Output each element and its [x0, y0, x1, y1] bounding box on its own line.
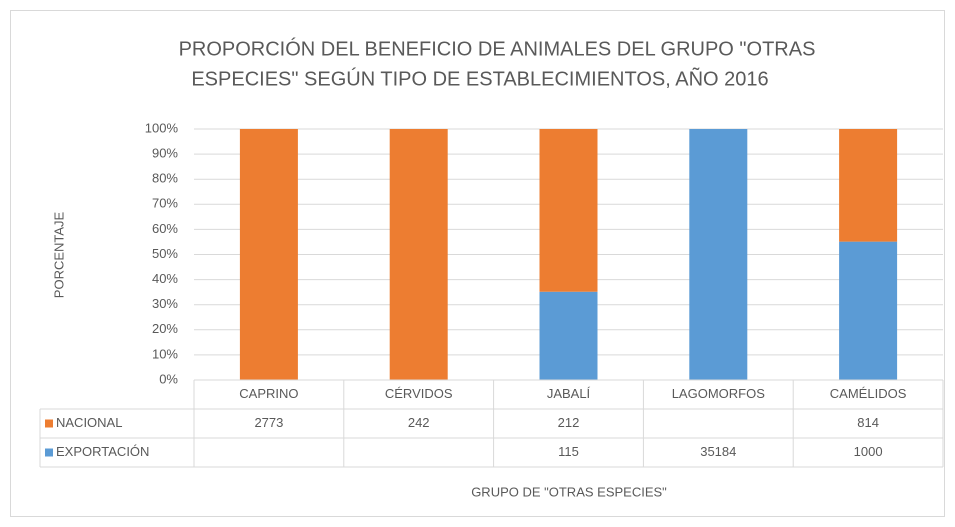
- y-tick-label: 20%: [152, 321, 178, 336]
- y-tick-label: 40%: [152, 271, 178, 286]
- table-value: 242: [408, 415, 430, 430]
- table-value: 212: [558, 415, 580, 430]
- y-tick-label: 100%: [145, 120, 179, 135]
- chart-title: PROPORCIÓN DEL BENEFICIO DE ANIMALES DEL…: [179, 37, 816, 60]
- y-tick-label: 50%: [152, 246, 178, 261]
- chart-title: ESPECIES" SEGÚN TIPO DE ESTABLECIMIENTOS…: [191, 66, 768, 90]
- table-value: 814: [857, 415, 879, 430]
- table-value: 115: [558, 444, 579, 459]
- bar: [839, 241, 898, 380]
- y-tick-label: 70%: [152, 196, 178, 211]
- x-tick-label: CAPRINO: [239, 386, 298, 401]
- table-value: 1000: [854, 444, 883, 459]
- x-tick-label: JABALÍ: [547, 386, 591, 401]
- bar: [689, 129, 748, 380]
- x-tick-label: CAMÉLIDOS: [830, 386, 907, 401]
- x-tick-label: LAGOMORFOS: [672, 386, 766, 401]
- x-tick-label: CÉRVIDOS: [385, 386, 453, 401]
- y-axis-title: PORCENTAJE: [51, 211, 66, 298]
- y-tick-label: 10%: [152, 346, 178, 361]
- table-value: 35184: [700, 444, 736, 459]
- bar: [539, 129, 598, 292]
- legend-swatch: [45, 419, 53, 428]
- bar: [239, 129, 298, 380]
- x-axis-title: GRUPO DE "OTRAS ESPECIES": [471, 484, 667, 499]
- y-tick-label: 90%: [152, 146, 178, 161]
- legend-swatch: [45, 448, 53, 457]
- y-tick-label: 0%: [159, 371, 178, 386]
- legend-label: NACIONAL: [56, 415, 122, 430]
- legend-label: EXPORTACIÓN: [56, 444, 149, 459]
- y-tick-label: 60%: [152, 221, 178, 236]
- chart-border: [10, 10, 945, 517]
- y-tick-label: 30%: [152, 296, 178, 311]
- bar: [389, 129, 448, 380]
- y-tick-label: 80%: [152, 171, 178, 186]
- table-value: 2773: [254, 415, 283, 430]
- bar: [539, 291, 598, 380]
- bar: [839, 129, 898, 242]
